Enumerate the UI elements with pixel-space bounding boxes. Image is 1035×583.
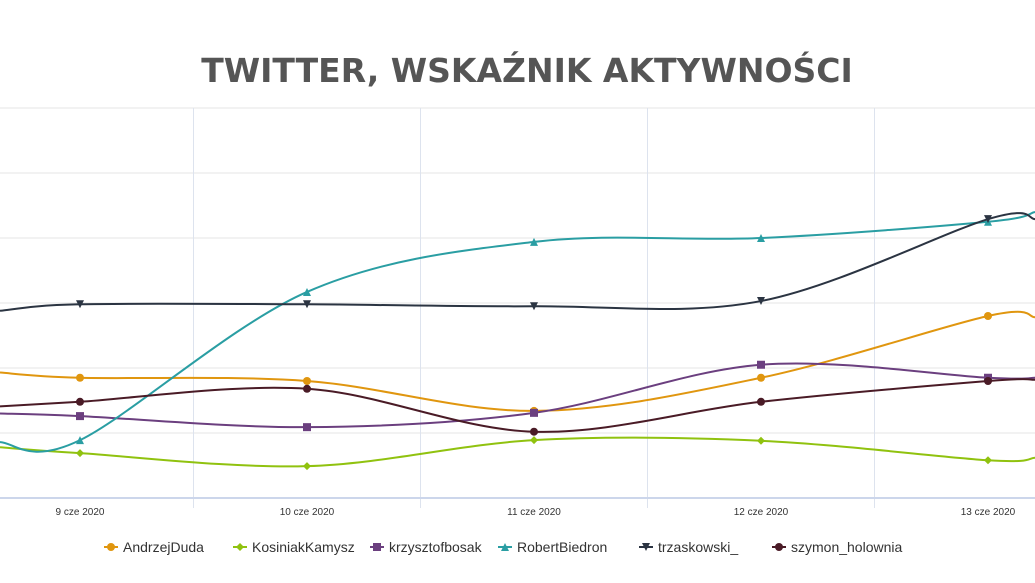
data-point: [76, 436, 84, 445]
legend-item-krzysztofbosak[interactable]: krzysztofbosak: [370, 539, 483, 555]
data-point: [984, 312, 992, 320]
x-tick-label: 12 cze 2020: [734, 507, 789, 518]
series-KosiniakKamysz: [0, 436, 1035, 471]
data-point: [530, 302, 538, 311]
data-point: [984, 456, 992, 465]
legend-label: AndrzejDuda: [123, 539, 204, 555]
data-point: [76, 397, 84, 406]
series-AndrzejDuda: [0, 310, 1035, 415]
data-point: [303, 462, 311, 471]
data-point: [757, 360, 765, 369]
x-tick-label: 13 cze 2020: [961, 507, 1016, 518]
data-point: [303, 300, 311, 309]
data-point: [530, 427, 538, 436]
legend-label: RobertBiedron: [517, 539, 607, 555]
legend-marker-icon: [373, 543, 381, 551]
data-point: [984, 377, 992, 385]
legend-item-szymon_holownia[interactable]: szymon_holownia: [772, 539, 902, 555]
legend-marker-icon: [236, 543, 244, 551]
series-lines: [0, 211, 1035, 471]
data-point: [76, 373, 84, 382]
series-line: [0, 211, 1035, 453]
data-point: [303, 377, 311, 385]
data-point: [757, 436, 765, 445]
data-point: [303, 287, 311, 296]
x-axis: 9 cze 2020 10 cze 2020 11 cze 2020 12 cze 2…: [56, 507, 1016, 518]
series-trzaskowski_: [0, 212, 1035, 312]
series-line: [0, 212, 1035, 312]
data-point: [530, 436, 538, 445]
legend-item-AndrzejDuda[interactable]: AndrzejDuda: [104, 539, 204, 555]
data-point: [757, 397, 765, 406]
chart-title: TWITTER, WSKAŹNIK AKTYWNOŚCI: [201, 50, 853, 90]
series-line: [0, 436, 1035, 468]
data-point: [757, 297, 765, 306]
data-point: [984, 215, 992, 224]
legend-label: KosiniakKamysz: [252, 539, 355, 555]
data-point: [530, 408, 538, 417]
x-tick-label: 9 cze 2020: [56, 507, 105, 518]
data-point: [757, 373, 765, 382]
legend-label: trzaskowski_: [658, 539, 738, 555]
legend-marker-icon: [501, 543, 509, 551]
legend-item-trzaskowski_[interactable]: trzaskowski_: [639, 539, 738, 555]
grid: [0, 107, 1035, 508]
data-point: [757, 234, 765, 242]
legend-marker-icon: [775, 543, 783, 551]
data-point: [303, 384, 311, 393]
data-point: [76, 300, 84, 309]
x-tick-label: 10 cze 2020: [280, 507, 335, 518]
legend-item-KosiniakKamysz[interactable]: KosiniakKamysz: [233, 539, 355, 555]
data-point: [76, 412, 84, 421]
legend-label: szymon_holownia: [791, 539, 902, 555]
data-point: [530, 237, 538, 246]
legend-label: krzysztofbosak: [389, 539, 483, 555]
x-tick-label: 11 cze 2020: [507, 507, 561, 518]
legend-marker-icon: [642, 543, 650, 551]
legend: AndrzejDuda KosiniakKamysz krzysztofbosak R…: [104, 539, 902, 555]
data-point: [303, 423, 311, 432]
data-point: [76, 449, 84, 458]
series-line: [0, 378, 1035, 433]
legend-item-RobertBiedron[interactable]: RobertBiedron: [498, 539, 607, 555]
series-line: [0, 310, 1035, 412]
series-szymon_holownia: [0, 377, 1035, 436]
legend-marker-icon: [107, 543, 115, 551]
